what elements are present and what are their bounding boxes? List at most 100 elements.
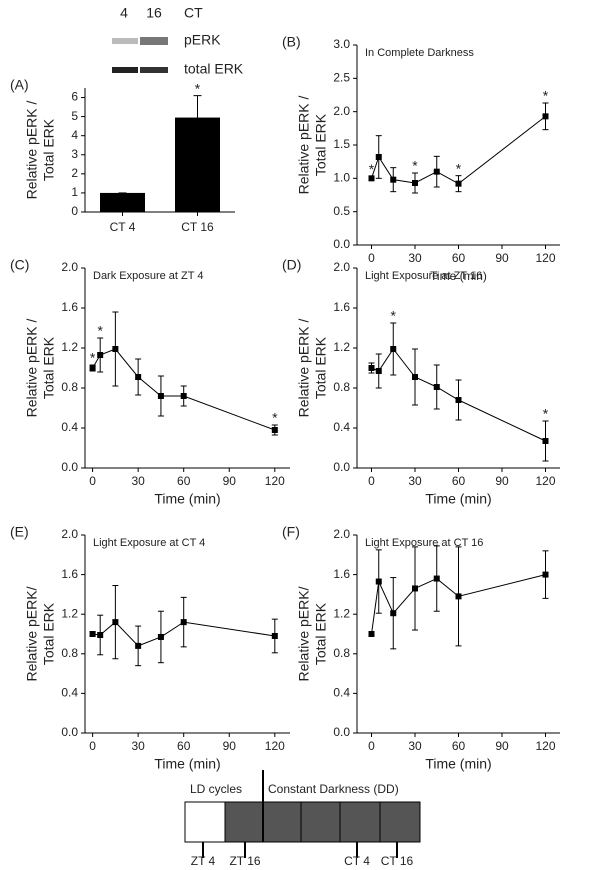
bar: [175, 117, 220, 212]
y-tick-label: 5: [71, 109, 78, 123]
data-point: [271, 632, 278, 639]
x-tick-label: 30: [408, 474, 422, 488]
data-point: [455, 180, 462, 187]
row-label: pERK: [184, 32, 221, 48]
y-tick-label: 1.5: [333, 137, 350, 151]
y-axis-label: Relative pERK /: [24, 100, 40, 199]
panel-label: (F): [282, 524, 300, 540]
chart-title: Dark Exposure at ZT 4: [93, 270, 203, 282]
data-point: [542, 438, 549, 444]
y-tick-label: 1.2: [61, 606, 78, 620]
y-tick-label: 2.5: [333, 71, 350, 85]
x-axis-label: Time (min): [154, 491, 220, 507]
dark-phase: [339, 801, 381, 843]
y-tick-label: 0.0: [333, 725, 350, 739]
y-tick-label: 0: [71, 204, 78, 218]
x-tick-label: 0: [368, 251, 375, 265]
x-tick-label: 60: [452, 474, 466, 488]
y-tick-label: 2.0: [61, 527, 78, 541]
x-tick-label: 120: [535, 739, 555, 753]
y-axis-label: Relative pERK/: [296, 586, 312, 681]
annotation: *: [97, 323, 103, 339]
data-point: [157, 393, 164, 399]
annotation: *: [456, 160, 462, 176]
data-point: [433, 575, 440, 582]
marker-label: ZT 4: [191, 854, 216, 868]
data-point: [412, 180, 418, 186]
data-point: [112, 346, 119, 352]
blot-band: [140, 67, 168, 73]
y-tick-label: 6: [71, 90, 78, 104]
dark-phase: [379, 801, 421, 843]
y-tick-label: 1.6: [333, 300, 350, 314]
row-label: total ERK: [184, 61, 244, 77]
data-point: [135, 642, 142, 649]
lane-label: 16: [146, 5, 162, 21]
panel-label: (D): [282, 257, 301, 273]
annotation: *: [412, 158, 418, 174]
y-tick-label: 1.2: [333, 340, 350, 354]
lane-label: 4: [120, 5, 128, 21]
x-tick-label: 90: [223, 739, 237, 753]
blot-band: [112, 38, 138, 44]
y-tick-label: 3.0: [333, 37, 350, 51]
y-axis-label: Relative pERK /: [296, 318, 312, 417]
data-point: [433, 384, 440, 390]
data-point: [135, 374, 142, 380]
x-tick-label: 0: [89, 739, 96, 753]
x-tick-label: 60: [177, 739, 191, 753]
y-tick-label: 0.0: [333, 460, 350, 474]
y-tick-label: 0.4: [333, 420, 350, 434]
data-point: [412, 585, 418, 592]
data-point: [542, 571, 549, 578]
x-tick-label: 30: [408, 739, 422, 753]
marker-label: ZT 16: [229, 854, 260, 868]
y-tick-label: 1: [71, 185, 78, 199]
data-point: [542, 113, 549, 120]
x-tick-label: CT 4: [110, 220, 136, 234]
blot-band: [140, 37, 168, 45]
blot-band: [112, 67, 138, 73]
y-tick-label: 1.2: [333, 606, 350, 620]
chart-title: Light Exposure at CT 16: [365, 537, 483, 549]
lane-header: CT: [184, 5, 203, 21]
light-phase: [184, 801, 226, 843]
data-point: [375, 154, 382, 160]
x-axis-label: Time (min): [154, 756, 220, 772]
y-axis-label: Total ERK: [313, 336, 329, 399]
y-tick-label: 0.0: [61, 460, 78, 474]
data-point: [112, 619, 119, 626]
annotation: *: [272, 410, 278, 426]
y-axis-label: Relative pERK /: [296, 95, 312, 194]
bar: [100, 192, 145, 212]
panel-label: (E): [10, 524, 29, 540]
y-tick-label: 1.6: [61, 300, 78, 314]
x-tick-label: 30: [131, 739, 145, 753]
chart-title: Light Exposure at CT 4: [93, 537, 205, 549]
data-point: [271, 427, 278, 433]
x-tick-label: 90: [495, 251, 509, 265]
y-tick-label: 2: [71, 166, 78, 180]
x-tick-label: CT 16: [181, 220, 214, 234]
y-axis-label: Total ERK: [41, 602, 57, 665]
data-point: [89, 631, 96, 637]
x-tick-label: 120: [265, 474, 285, 488]
y-tick-label: 1.0: [333, 171, 350, 185]
data-point: [180, 619, 187, 626]
marker-label: CT 16: [381, 854, 414, 868]
y-tick-label: 4: [71, 128, 78, 142]
y-tick-label: 0.8: [61, 380, 78, 394]
y-tick-label: 0.4: [61, 420, 78, 434]
data-point: [375, 368, 382, 374]
panel-label: (C): [10, 257, 29, 273]
annotation: *: [543, 406, 549, 422]
x-tick-label: 60: [177, 474, 191, 488]
y-axis-label: Total ERK: [313, 602, 329, 665]
phase-label: LD cycles: [190, 782, 242, 796]
y-tick-label: 2.0: [61, 260, 78, 274]
data-point: [368, 631, 375, 637]
data-point: [390, 346, 397, 352]
data-point: [390, 610, 397, 617]
x-tick-label: 90: [495, 739, 509, 753]
annotation: *: [195, 80, 201, 96]
